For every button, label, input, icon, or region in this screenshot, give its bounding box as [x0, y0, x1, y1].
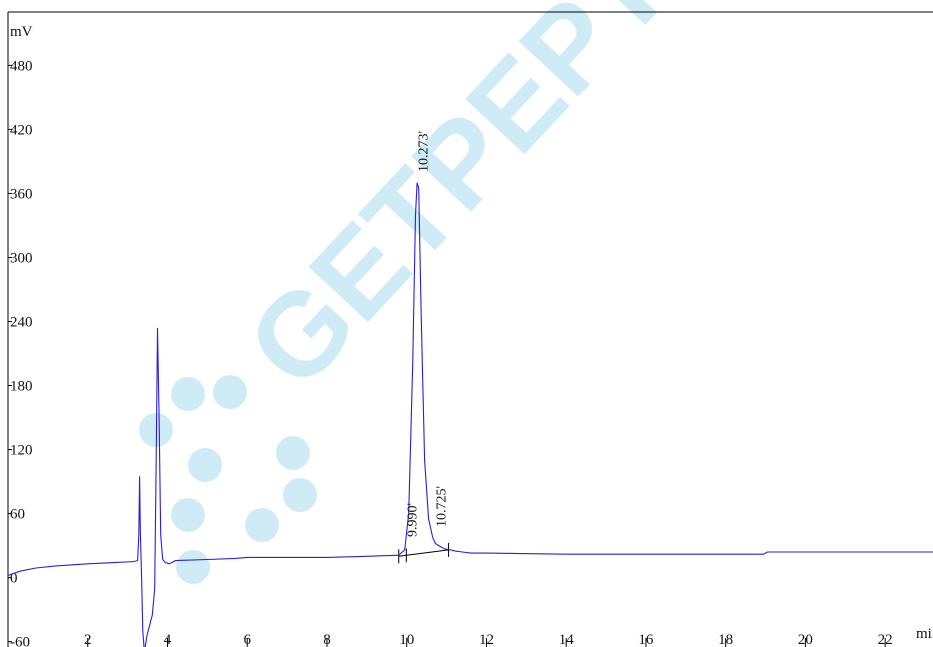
y-tick-label: 0 [10, 571, 18, 587]
y-tick-label: 60 [10, 507, 25, 523]
x-tick-label: 14 [559, 632, 575, 647]
x-tick-label: 16 [638, 632, 654, 647]
x-tick-label: 6 [243, 632, 251, 647]
chromatogram-trace [7, 182, 933, 647]
y-axis-unit-label: mV [10, 24, 33, 40]
y-tick-label: 300 [10, 250, 33, 266]
peak-retention-label: 9.990' [405, 503, 420, 537]
y-tick-label: -60 [10, 635, 30, 647]
x-tick-label: 20 [798, 632, 813, 647]
x-tick-label: 22 [878, 632, 893, 647]
x-axis-unit-label: mi [916, 626, 932, 642]
watermark-text: GETPEPTIDE [222, 0, 828, 413]
y-tick-label: 360 [10, 186, 33, 202]
x-axis-ticks: 2 4 6 8 10 12 14 16 18 20 22 [84, 632, 893, 647]
molecule-logo-icon [139, 375, 317, 584]
y-tick-label: 120 [10, 443, 33, 459]
x-tick-label: 2 [84, 632, 92, 647]
peak-retention-label: 10.725' [435, 486, 450, 527]
peak-retention-label: 10.273' [417, 131, 432, 172]
integration-baseline [398, 542, 450, 564]
x-tick-label: 10 [399, 632, 414, 647]
watermark: GETPEPTIDE [139, 0, 829, 584]
peak-annotations: 10.273' 9.990' 10.725' [405, 131, 449, 537]
y-axis-ticks: -60 0 60 120 180 240 300 360 420 480 [8, 58, 33, 647]
integration-baseline-line [398, 549, 449, 557]
y-tick-label: 240 [10, 314, 33, 330]
x-tick-label: 12 [479, 632, 494, 647]
x-tick-label: 4 [164, 632, 172, 647]
y-tick-label: 480 [10, 58, 33, 74]
y-tick-label: 420 [10, 122, 33, 138]
y-tick-label: 180 [10, 379, 33, 395]
x-tick-label: 8 [323, 632, 331, 647]
x-tick-label: 18 [718, 632, 733, 647]
